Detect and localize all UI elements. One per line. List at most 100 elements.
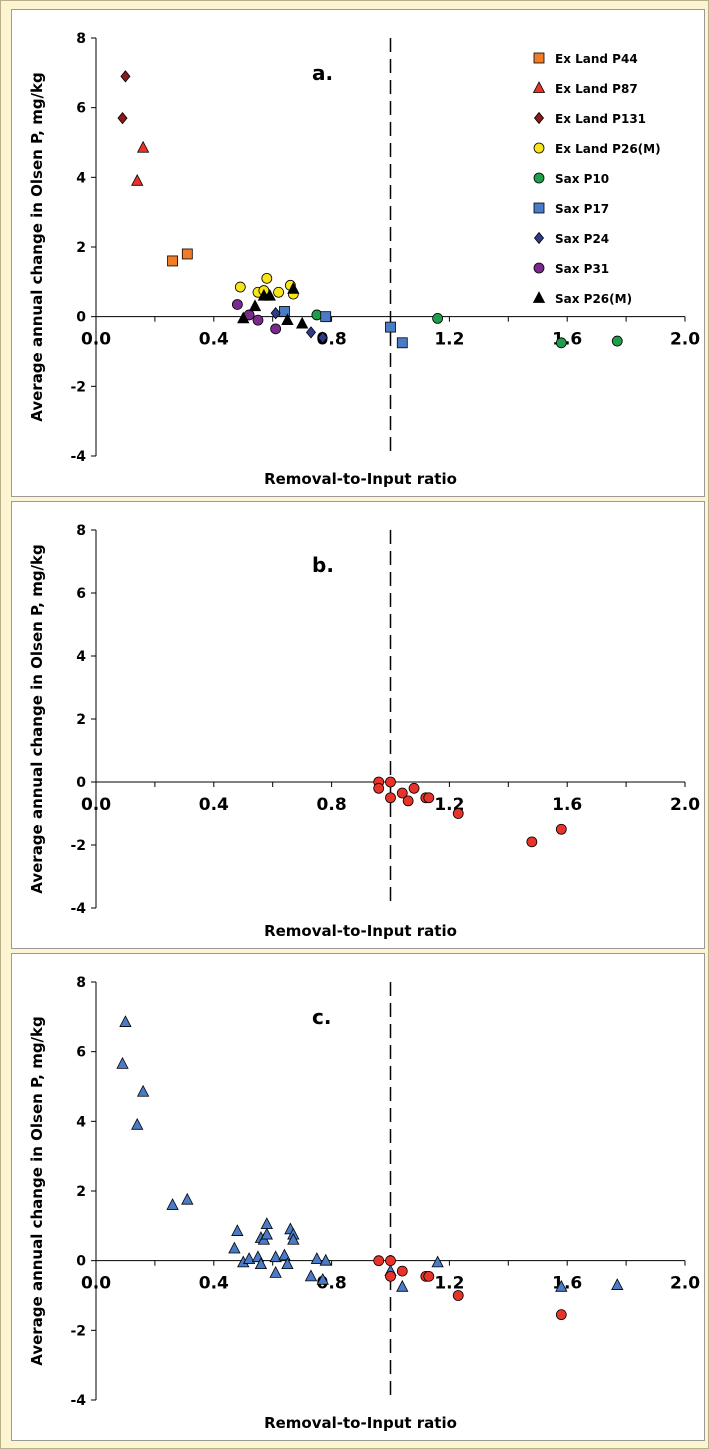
- y-tick-label: 8: [76, 523, 86, 539]
- data-point-19: [281, 1257, 294, 1270]
- legend-label: Sax P10: [555, 172, 609, 186]
- data-point-2: [317, 331, 328, 344]
- data-point-3: [396, 337, 408, 349]
- legend-marker-2: [533, 111, 545, 125]
- legend-label: Ex Land P131: [555, 112, 646, 126]
- data-point-10: [526, 836, 538, 848]
- data-point-4: [273, 286, 284, 298]
- data-point-23: [304, 1269, 318, 1282]
- x-tick-label: 0.0: [81, 795, 111, 815]
- y-tick-label: 2: [76, 240, 86, 256]
- series-8: [237, 281, 309, 329]
- y-tick-label: 0: [76, 775, 86, 791]
- data-point-2: [136, 1084, 150, 1097]
- data-point-0: [120, 70, 131, 83]
- x-axis-title: Removal-to-Input ratio: [264, 922, 457, 940]
- y-tick-label: 6: [76, 586, 86, 602]
- data-point-5: [287, 281, 300, 294]
- data-point-2: [252, 314, 264, 326]
- data-point-1: [248, 299, 262, 312]
- chart-panel-a: 8 6 4 2 0 -2 -4 0.0 0.4 0.8 1.2 1.6 2.0 a. Removal-to-…: [11, 9, 705, 497]
- y-tick-label: 4: [76, 649, 86, 665]
- chart-panel-c: 8 6 4 2 0 -2 -4 0.0 0.4 0.8 1.2 1.6 2.0 c. Removal-to-…: [11, 953, 705, 1441]
- data-point-1: [432, 313, 444, 324]
- data-point-18: [278, 1248, 291, 1261]
- y-tick-label: 6: [76, 101, 86, 117]
- data-point-0: [119, 1015, 132, 1027]
- y-tick-label: -2: [70, 379, 86, 395]
- data-point-1: [136, 140, 150, 153]
- y-tick-label: -2: [70, 1323, 86, 1339]
- x-axis-title: Removal-to-Input ratio: [264, 470, 457, 488]
- data-point-28: [396, 1279, 409, 1292]
- data-point-5: [181, 1192, 194, 1205]
- legend-marker-1: [532, 81, 546, 93]
- data-point-17: [269, 1265, 282, 1278]
- x-tick-label: 0.4: [199, 330, 229, 350]
- y-tick-label: -2: [70, 838, 86, 854]
- x-tick-label: 1.6: [552, 795, 582, 815]
- legend-label: Ex Land P26(M): [555, 142, 661, 156]
- data-point-25: [316, 1272, 329, 1285]
- data-point-7: [555, 1309, 567, 1321]
- legend-marker-3: [533, 142, 545, 154]
- x-tick-label: 1.6: [552, 330, 582, 350]
- x-tick-label: 0.0: [81, 330, 111, 350]
- y-axis-title: Average annual change in Olsen P, mg/kg: [28, 544, 46, 893]
- data-point-2: [555, 337, 567, 349]
- data-point-3: [270, 323, 282, 335]
- y-axis-title: Average annual change in Olsen P, mg/kg: [28, 72, 46, 421]
- x-tick-label: 1.2: [434, 330, 464, 350]
- data-point-0: [167, 255, 178, 267]
- data-point-0: [231, 299, 243, 310]
- data-point-6: [452, 1290, 464, 1301]
- data-point-29: [431, 1255, 444, 1268]
- data-point-1: [181, 248, 193, 260]
- y-tick-label: 2: [76, 712, 86, 728]
- legend-label: Sax P17: [555, 202, 609, 216]
- y-tick-label: -4: [70, 901, 86, 917]
- legend-label: Ex Land P87: [555, 82, 638, 96]
- x-axis-title: Removal-to-Input ratio: [264, 1414, 457, 1432]
- legend-label: Sax P24: [555, 232, 609, 246]
- legend-marker-8: [532, 291, 546, 303]
- data-point-31: [611, 1278, 624, 1290]
- data-point-2: [385, 1270, 396, 1282]
- data-point-0: [237, 311, 250, 324]
- series-0: [373, 776, 567, 848]
- data-point-3: [385, 792, 396, 804]
- series-5: [279, 306, 408, 349]
- x-tick-label: 1.2: [434, 1274, 464, 1294]
- data-point-5: [423, 1270, 435, 1282]
- y-tick-label: 2: [76, 1184, 86, 1200]
- series-0: [167, 248, 193, 267]
- data-point-0: [373, 1255, 385, 1267]
- series-1: [131, 140, 150, 186]
- x-tick-label: 0.4: [199, 1274, 229, 1294]
- legend-marker-0: [533, 52, 545, 64]
- data-point-8: [423, 792, 435, 804]
- legend-label: Ex Land P44: [555, 52, 638, 66]
- data-point-1: [320, 311, 332, 323]
- data-point-14: [260, 1217, 273, 1229]
- data-point-7: [228, 1241, 241, 1254]
- legend: Ex Land P44 Ex Land P87 Ex Land P131 Ex Lan…: [532, 52, 661, 306]
- data-point-0: [270, 307, 281, 320]
- legend-marker-4: [533, 172, 545, 184]
- series-0: [116, 1015, 624, 1292]
- y-tick-label: 8: [76, 31, 86, 47]
- y-tick-label: 6: [76, 1045, 86, 1061]
- series-7: [231, 299, 282, 335]
- legend-label: Sax P26(M): [555, 292, 632, 306]
- data-point-1: [385, 1255, 396, 1267]
- panel-label: b.: [312, 553, 334, 577]
- y-tick-label: 0: [76, 310, 86, 326]
- legend-marker-6: [533, 231, 545, 245]
- data-point-1: [117, 111, 128, 125]
- y-tick-label: 4: [76, 1114, 86, 1130]
- data-point-26: [319, 1253, 332, 1266]
- data-point-16: [269, 1250, 282, 1263]
- data-point-1: [116, 1056, 129, 1069]
